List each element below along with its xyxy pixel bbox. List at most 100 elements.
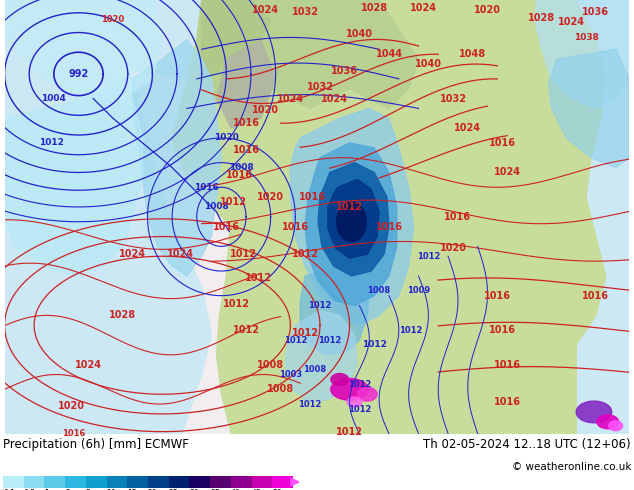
Ellipse shape <box>609 421 623 431</box>
Bar <box>210 476 231 488</box>
Polygon shape <box>172 0 605 434</box>
Polygon shape <box>535 0 630 108</box>
Text: 1012: 1012 <box>230 249 257 259</box>
Text: 1024: 1024 <box>494 168 521 177</box>
Text: Th 02-05-2024 12..18 UTC (12+06): Th 02-05-2024 12..18 UTC (12+06) <box>424 438 631 451</box>
Polygon shape <box>305 143 397 306</box>
Polygon shape <box>548 49 630 168</box>
Text: 25: 25 <box>169 489 178 490</box>
Text: 1020: 1020 <box>101 15 125 24</box>
Text: 20: 20 <box>148 489 158 490</box>
Bar <box>272 476 293 488</box>
Text: 1012: 1012 <box>362 341 387 349</box>
Text: 1024: 1024 <box>119 249 146 259</box>
Text: 1032: 1032 <box>439 94 467 103</box>
Text: 1012: 1012 <box>299 399 322 409</box>
Text: 1016: 1016 <box>494 360 521 369</box>
Text: 1012: 1012 <box>308 301 332 310</box>
Text: 1012: 1012 <box>336 427 363 437</box>
Text: 1: 1 <box>44 489 49 490</box>
Text: 2: 2 <box>65 489 70 490</box>
Text: 1008: 1008 <box>368 286 391 295</box>
Text: 1016: 1016 <box>489 325 516 335</box>
Text: 1032: 1032 <box>292 7 319 17</box>
Text: 1040: 1040 <box>415 59 442 69</box>
Text: 1012: 1012 <box>223 298 250 309</box>
Text: 35: 35 <box>210 489 220 490</box>
Polygon shape <box>4 79 143 276</box>
Text: 1008: 1008 <box>204 202 229 212</box>
Polygon shape <box>488 0 630 434</box>
Text: 1032: 1032 <box>306 82 333 92</box>
Text: 1028: 1028 <box>528 13 555 23</box>
Polygon shape <box>133 39 221 276</box>
Text: 1016: 1016 <box>233 118 259 128</box>
Text: 1012: 1012 <box>318 336 342 344</box>
Ellipse shape <box>576 401 612 423</box>
Text: 1016: 1016 <box>213 221 240 232</box>
Text: 1012: 1012 <box>292 328 319 338</box>
Text: 1016: 1016 <box>583 291 609 301</box>
Ellipse shape <box>597 415 619 429</box>
Text: 1012: 1012 <box>347 405 371 414</box>
Polygon shape <box>290 108 413 325</box>
Text: 1020: 1020 <box>58 401 85 411</box>
Text: 1012: 1012 <box>336 202 363 212</box>
Bar <box>169 476 190 488</box>
Text: 1004: 1004 <box>41 94 67 103</box>
Bar <box>44 476 65 488</box>
Text: 1012: 1012 <box>245 273 273 283</box>
Text: 1012: 1012 <box>220 197 247 207</box>
Text: 1012: 1012 <box>417 252 440 261</box>
Bar <box>3 476 23 488</box>
Text: 992: 992 <box>68 69 89 79</box>
Bar <box>252 476 272 488</box>
Polygon shape <box>216 39 276 128</box>
Text: Precipitation (6h) [mm] ECMWF: Precipitation (6h) [mm] ECMWF <box>3 438 189 451</box>
Text: 1008: 1008 <box>304 365 327 374</box>
Text: 1024: 1024 <box>558 17 585 26</box>
Ellipse shape <box>337 202 366 242</box>
Text: 1016: 1016 <box>194 183 219 192</box>
Text: 1016: 1016 <box>233 145 259 155</box>
Text: 1036: 1036 <box>583 7 609 17</box>
Text: 1024: 1024 <box>252 5 279 15</box>
Text: 1009: 1009 <box>407 286 430 295</box>
Polygon shape <box>301 266 369 355</box>
Text: 0.1: 0.1 <box>3 489 15 490</box>
Text: 1012: 1012 <box>292 249 319 259</box>
Text: 1016: 1016 <box>444 212 472 222</box>
Polygon shape <box>318 163 389 276</box>
Text: 1024: 1024 <box>321 94 348 103</box>
Text: 1012: 1012 <box>399 326 422 335</box>
Bar <box>86 476 107 488</box>
Polygon shape <box>4 0 630 79</box>
Ellipse shape <box>347 397 362 407</box>
Bar <box>107 476 127 488</box>
Text: 1008: 1008 <box>267 384 294 394</box>
Text: 1040: 1040 <box>346 29 373 40</box>
Bar <box>65 476 86 488</box>
Text: 1012: 1012 <box>39 138 64 147</box>
Polygon shape <box>4 0 212 434</box>
Text: 1016: 1016 <box>489 138 516 148</box>
Text: 1016: 1016 <box>226 171 252 180</box>
Text: 1024: 1024 <box>167 249 193 259</box>
Bar <box>190 476 210 488</box>
Polygon shape <box>202 0 271 79</box>
Text: 0.5: 0.5 <box>23 489 36 490</box>
Text: 1016: 1016 <box>375 221 403 232</box>
Bar <box>23 476 44 488</box>
Text: 1003: 1003 <box>279 370 302 379</box>
Text: 40: 40 <box>231 489 241 490</box>
Text: 1016: 1016 <box>299 192 326 202</box>
Polygon shape <box>197 0 418 108</box>
Text: 1016: 1016 <box>494 397 521 407</box>
Text: 1028: 1028 <box>109 310 136 320</box>
Bar <box>148 476 169 488</box>
Text: 1024: 1024 <box>410 3 437 13</box>
Ellipse shape <box>331 378 368 400</box>
Text: 1028: 1028 <box>361 3 388 13</box>
Text: 1016: 1016 <box>484 291 511 301</box>
Text: 10: 10 <box>107 489 116 490</box>
